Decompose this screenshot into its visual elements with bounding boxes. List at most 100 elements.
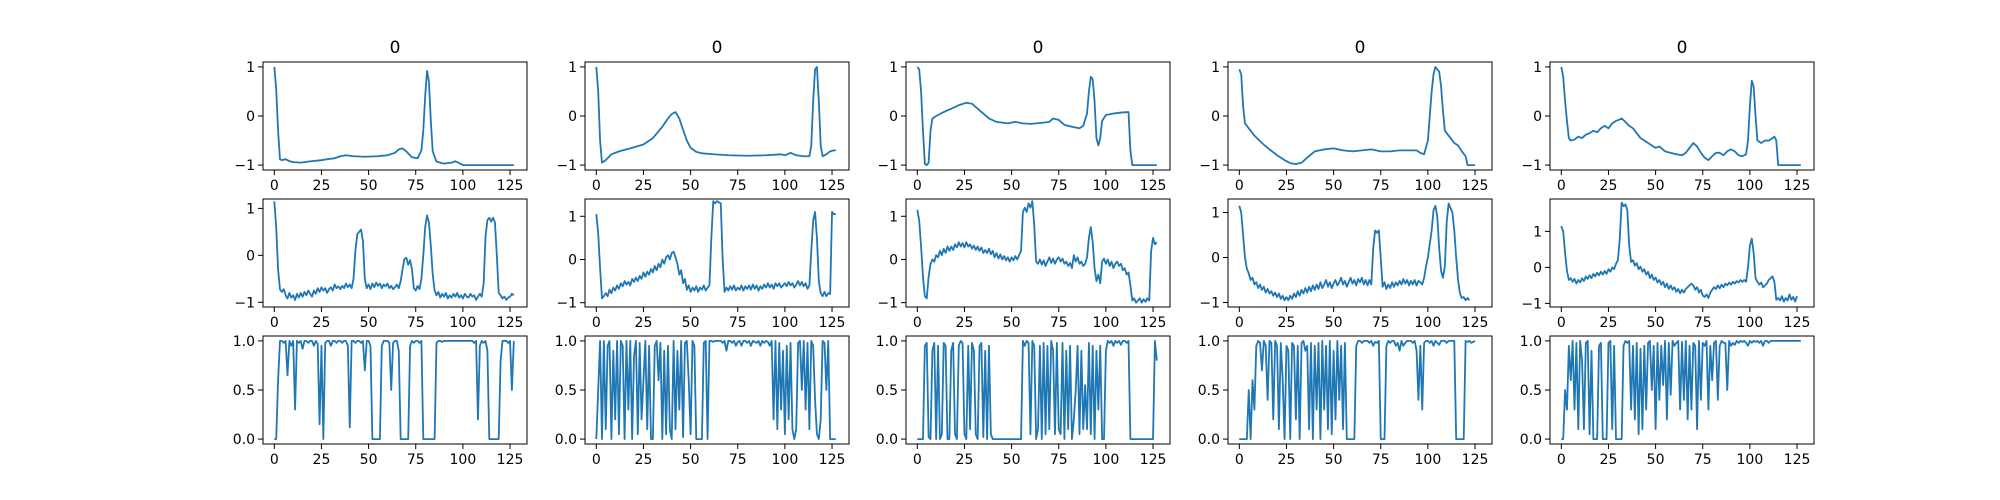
subplot-title: 0	[1033, 38, 1044, 58]
subplot-r0-c0: 0 0 25 50 75 100 125 −1 0 1	[234, 38, 528, 194]
x-tick-label: 50	[1647, 178, 1665, 194]
y-tick-label: 0.5	[1198, 383, 1220, 399]
x-tick-label: 100	[450, 452, 477, 468]
x-tick-label: 125	[1784, 452, 1811, 468]
x-tick-label: 25	[635, 452, 653, 468]
series-line	[273, 201, 515, 301]
x-tick-label: 125	[1784, 315, 1811, 331]
y-tick-label: 1	[1533, 60, 1542, 76]
x-tick-label: 0	[1235, 452, 1244, 468]
y-tick-label: 0.0	[555, 432, 577, 448]
x-tick-label: 0	[592, 452, 601, 468]
x-tick-label: 25	[956, 315, 974, 331]
axes-frame	[584, 198, 850, 308]
x-tick-label: 100	[1415, 452, 1442, 468]
x-tick-label: 125	[1462, 315, 1489, 331]
subplot-r0-c4: 0 0 25 50 75 100 125 −1 0 1	[1521, 38, 1815, 194]
y-tick-label: −1	[877, 158, 898, 174]
series-line	[595, 200, 836, 300]
y-tick-label: −1	[1521, 158, 1542, 174]
x-tick-label: 100	[1415, 178, 1442, 194]
y-tick-label: 1.0	[1198, 334, 1220, 350]
x-tick-label: 0	[1557, 452, 1566, 468]
y-tick-label: 1	[1533, 224, 1542, 240]
y-tick-label: −1	[877, 296, 898, 312]
x-tick-label: 125	[1140, 178, 1167, 194]
x-tick-label: 0	[1235, 315, 1244, 331]
series-line	[274, 340, 515, 440]
x-tick-label: 25	[635, 178, 653, 194]
subplot-r2-c1: 0 25 50 75 100 125 0.0 0.5 1.0	[555, 334, 850, 468]
subplot-r1-c4: 0 25 50 75 100 125 −1 0 1	[1521, 198, 1815, 331]
y-tick-label: 1	[246, 201, 255, 217]
y-tick-label: 1	[568, 209, 577, 225]
axes-frame	[262, 198, 528, 308]
y-tick-label: 1.0	[1520, 334, 1542, 350]
y-tick-label: 0	[1211, 251, 1220, 267]
x-tick-label: 100	[450, 315, 477, 331]
series-line	[917, 340, 1158, 440]
x-tick-label: 100	[772, 315, 799, 331]
x-tick-label: 75	[1372, 452, 1390, 468]
y-tick-label: 0.5	[233, 383, 255, 399]
series-line	[1561, 340, 1801, 440]
x-tick-label: 0	[1557, 315, 1566, 331]
subplot-r2-c4: 0 25 50 75 100 125 0.0 0.5 1.0	[1520, 334, 1815, 468]
x-tick-label: 50	[682, 315, 700, 331]
x-tick-label: 125	[497, 452, 524, 468]
x-tick-label: 100	[1737, 178, 1764, 194]
x-tick-label: 50	[1325, 315, 1343, 331]
subplot-title: 0	[390, 38, 401, 58]
x-tick-label: 100	[1737, 315, 1764, 331]
series-line	[273, 66, 514, 166]
y-tick-label: 0.5	[1520, 383, 1542, 399]
subplot-r1-c0: 0 25 50 75 100 125 −1 0 1	[234, 198, 528, 331]
x-tick-label: 0	[913, 178, 922, 194]
y-tick-label: 1	[889, 209, 898, 225]
x-tick-label: 25	[1278, 315, 1296, 331]
x-tick-label: 100	[450, 178, 477, 194]
y-tick-label: −1	[234, 295, 255, 311]
y-tick-label: 0	[568, 252, 577, 268]
y-tick-label: −1	[1199, 158, 1220, 174]
y-tick-label: 1	[1211, 60, 1220, 76]
y-tick-label: 0.0	[876, 432, 898, 448]
x-tick-label: 25	[1278, 178, 1296, 194]
x-tick-label: 25	[1600, 315, 1618, 331]
x-tick-label: 125	[1140, 452, 1167, 468]
series-line	[595, 66, 836, 164]
x-tick-label: 125	[1462, 178, 1489, 194]
y-tick-label: 0	[889, 109, 898, 125]
x-tick-label: 100	[1093, 178, 1120, 194]
x-tick-label: 50	[1325, 178, 1343, 194]
x-tick-label: 125	[819, 315, 846, 331]
x-tick-label: 25	[313, 315, 331, 331]
x-tick-label: 50	[360, 452, 378, 468]
series-line	[595, 340, 836, 440]
x-tick-label: 25	[956, 452, 974, 468]
x-tick-label: 75	[1050, 315, 1068, 331]
x-tick-label: 25	[635, 315, 653, 331]
y-tick-label: 0.0	[1520, 432, 1542, 448]
x-tick-label: 75	[1694, 178, 1712, 194]
series-line	[916, 66, 1157, 166]
y-tick-label: 0	[1211, 109, 1220, 125]
series-line	[1238, 66, 1476, 166]
x-tick-label: 25	[313, 178, 331, 194]
axes-frame	[1549, 198, 1815, 308]
series-line	[1560, 201, 1798, 303]
x-tick-label: 25	[1278, 452, 1296, 468]
x-tick-label: 100	[1737, 452, 1764, 468]
x-tick-label: 100	[772, 178, 799, 194]
y-tick-label: 1	[246, 60, 255, 76]
y-tick-label: 0.0	[1198, 432, 1220, 448]
subplot-r2-c3: 0 25 50 75 100 125 0.0 0.5 1.0	[1198, 334, 1493, 468]
y-tick-label: 1	[1211, 206, 1220, 222]
x-tick-label: 0	[592, 178, 601, 194]
x-tick-label: 50	[1647, 452, 1665, 468]
y-tick-label: 0	[246, 109, 255, 125]
x-tick-label: 125	[819, 178, 846, 194]
